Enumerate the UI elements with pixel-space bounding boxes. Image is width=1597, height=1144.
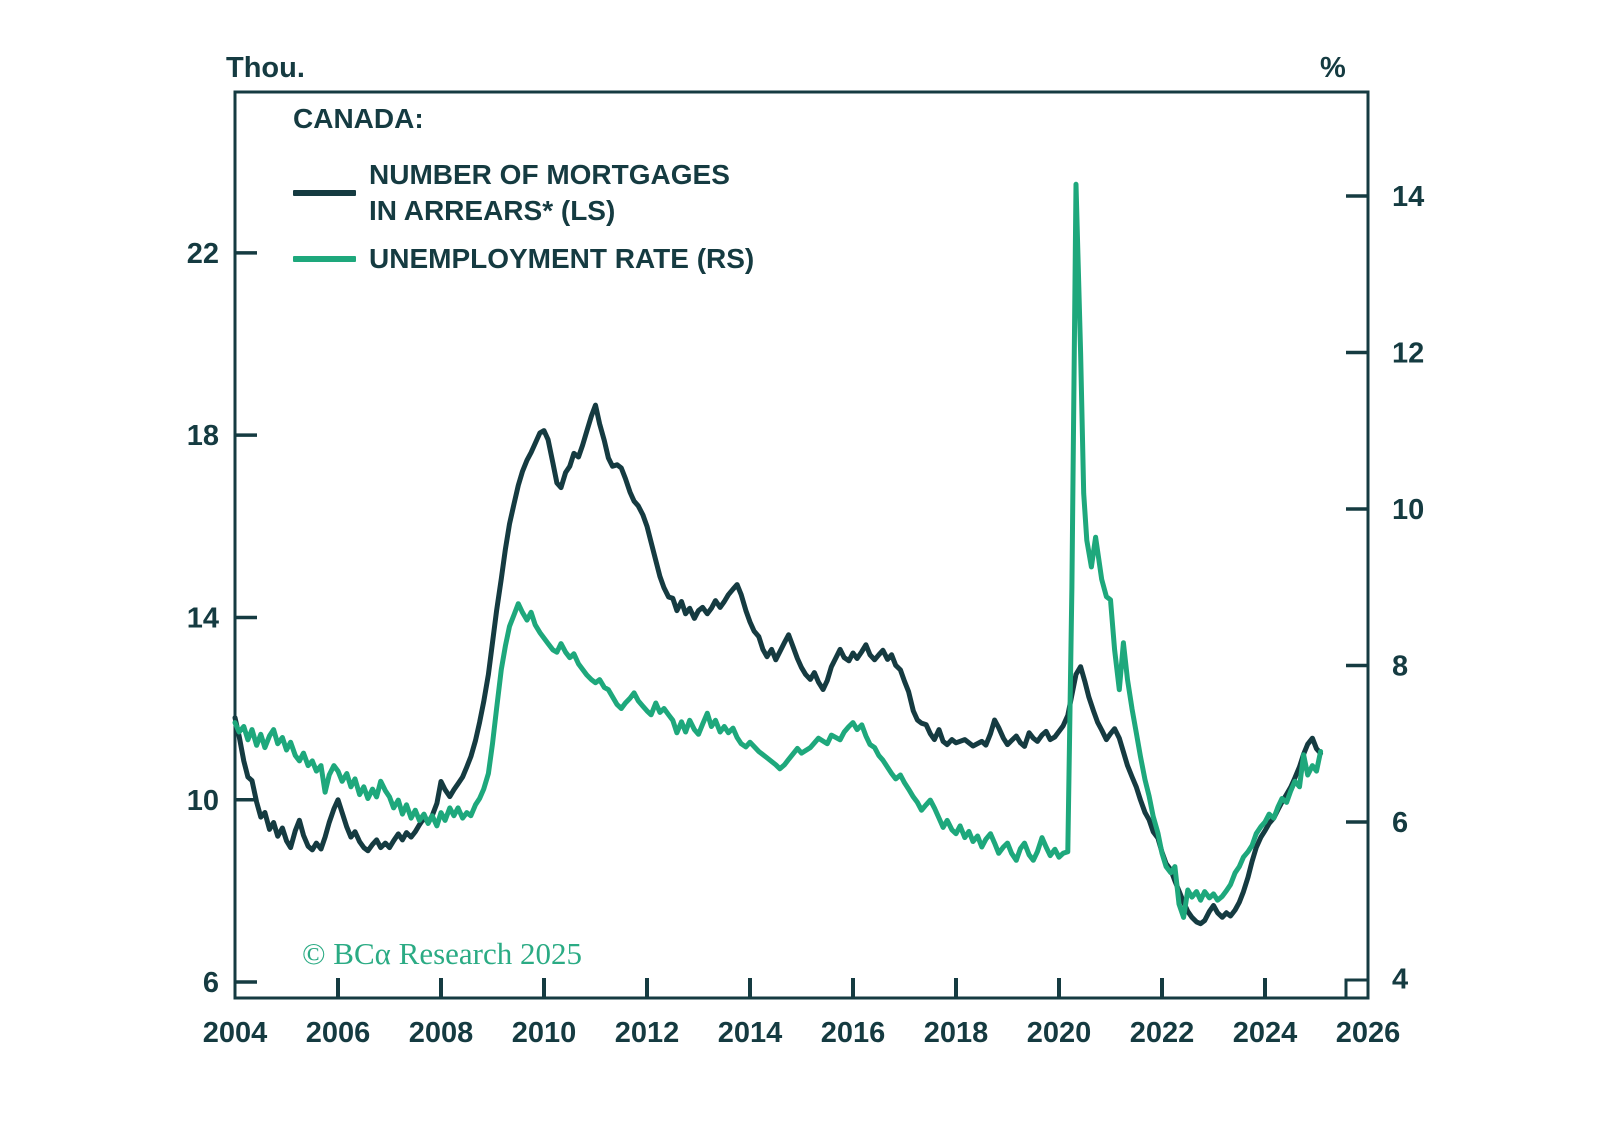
- left-axis-unit-label: Thou.: [226, 52, 305, 84]
- legend-title: CANADA:: [293, 103, 424, 134]
- legend: CANADA: NUMBER OF MORTGAGES IN ARREARS* …: [293, 103, 754, 277]
- x-axis-tick-label: 2016: [821, 1017, 886, 1049]
- legend-label-arrears-line2: IN ARREARS* (LS): [369, 195, 616, 226]
- x-axis-tick-label: 2004: [203, 1017, 268, 1049]
- x-axis-tick-label: 2008: [409, 1017, 474, 1049]
- right-axis-tick-label: 4: [1392, 963, 1408, 995]
- right-axis-tick-label: 8: [1392, 650, 1408, 682]
- plot-border: [233, 90, 1370, 1000]
- left-axis-tick-label: 10: [187, 785, 219, 817]
- x-axis-tick-label: 2012: [615, 1017, 680, 1049]
- axis-corner-notch: [1344, 978, 1370, 1000]
- x-axis-tick-label: 2010: [512, 1017, 577, 1049]
- right-axis-tick-label: 10: [1392, 494, 1424, 526]
- legend-item-arrears: NUMBER OF MORTGAGES IN ARREARS* (LS): [293, 157, 754, 229]
- left-axis-tick-label: 6: [203, 967, 219, 999]
- legend-label-unemployment-line1: UNEMPLOYMENT RATE (RS): [369, 243, 755, 274]
- x-axis-tick-label: 2020: [1027, 1017, 1092, 1049]
- right-axis-unit-label: %: [1320, 52, 1346, 84]
- bca-research-watermark: © BCα Research 2025: [302, 936, 582, 971]
- left-axis-tick-label: 14: [187, 602, 219, 634]
- left-axis-tick-label: 22: [187, 238, 219, 270]
- x-axis-tick-label: 2006: [306, 1017, 371, 1049]
- legend-label-arrears: NUMBER OF MORTGAGES IN ARREARS* (LS): [369, 157, 730, 229]
- legend-label-arrears-line1: NUMBER OF MORTGAGES: [369, 159, 730, 190]
- right-axis-tick-label: 14: [1392, 181, 1424, 213]
- x-axis-tick-label: 2024: [1233, 1017, 1298, 1049]
- x-axis-tick-label: 2022: [1130, 1017, 1195, 1049]
- legend-item-unemployment: UNEMPLOYMENT RATE (RS): [293, 241, 754, 277]
- arrears-line: [232, 402, 1324, 927]
- unemployment-line: [232, 181, 1324, 920]
- x-axis-tick-label: 2026: [1336, 1017, 1401, 1049]
- right-axis-tick-label: 12: [1392, 338, 1424, 370]
- right-axis-tick-label: 6: [1392, 807, 1408, 839]
- left-axis-tick-label: 18: [187, 420, 219, 452]
- unemployment-line-swatch: [293, 256, 356, 262]
- arrears-line-swatch: [293, 190, 356, 196]
- x-axis-tick-label: 2018: [924, 1017, 989, 1049]
- x-axis-tick-label: 2014: [718, 1017, 783, 1049]
- legend-label-unemployment: UNEMPLOYMENT RATE (RS): [369, 241, 754, 277]
